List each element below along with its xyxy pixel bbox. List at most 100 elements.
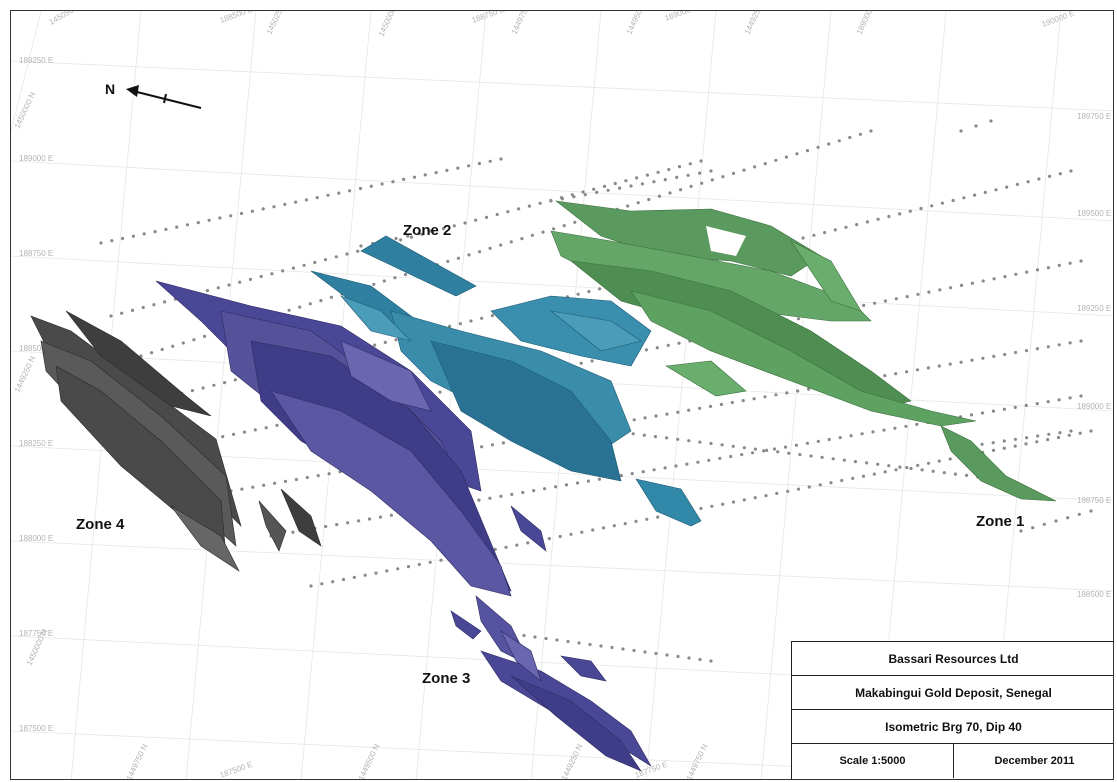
drillhole-dot (313, 260, 317, 265)
drillhole-dot (1057, 343, 1061, 347)
drillhole-dot (372, 282, 376, 286)
drillhole-dot (677, 165, 682, 169)
drillhole-dot (699, 159, 703, 163)
drillhole-dot (801, 236, 805, 240)
drillhole-dot (598, 287, 602, 291)
drillhole-dot (665, 436, 669, 440)
drillhole-dot (283, 202, 287, 206)
drillhole-dot (1058, 431, 1062, 435)
drillhole-dot (142, 232, 146, 236)
drillhole-dot (1025, 270, 1029, 274)
drillhole-dot (927, 290, 931, 294)
drillhole-dot (991, 409, 996, 413)
drillhole-dot (951, 198, 955, 203)
drillhole-dot (477, 161, 481, 166)
drillhole-dot (741, 399, 745, 403)
drillhole-dot (883, 299, 888, 303)
drillhole-dot (844, 225, 848, 229)
drillhole-dot (406, 565, 411, 569)
drillhole-dot (238, 280, 242, 284)
drillhole-dot (1003, 275, 1007, 279)
drillhole-dot (510, 492, 514, 496)
drillhole-dot (474, 218, 478, 222)
drillhole-dot (698, 171, 702, 175)
drillhole-dot (320, 582, 324, 586)
drillhole-dot (326, 193, 330, 197)
drillhole-dot (753, 447, 758, 451)
drillhole-dot (731, 500, 736, 504)
drillhole-dot (1026, 180, 1030, 184)
drillhole-dot (305, 475, 309, 480)
drillhole-dot (865, 220, 870, 224)
drillhole-dot (564, 483, 569, 487)
drillhole-dot (1046, 345, 1050, 349)
grid-label: 188500 E (1077, 590, 1111, 599)
drillhole-dot (938, 288, 942, 292)
drillhole-dot (499, 157, 503, 161)
drillhole-dot (675, 175, 679, 179)
drillhole-dot (1014, 272, 1018, 276)
grid-label: 1450500 N (48, 11, 87, 27)
drillhole-dot (380, 182, 384, 186)
grid-label: 189000 E (19, 154, 53, 163)
drillhole-dot (898, 465, 902, 469)
drillhole-dot (709, 441, 713, 446)
drillhole-dot (700, 181, 704, 185)
drillhole-dot (374, 571, 378, 575)
drillhole-dot (283, 479, 288, 483)
drillhole-dot (181, 341, 185, 345)
drillhole-dot (308, 302, 312, 306)
drillhole-dot (291, 266, 295, 270)
drillhole-dot (784, 155, 789, 159)
drillhole-dot (657, 194, 662, 198)
drillhole-dot (253, 428, 257, 432)
drillhole-dot (533, 635, 537, 639)
scale-date-row: Scale 1:5000 December 2011 (792, 744, 1113, 778)
drillhole-dot (816, 439, 820, 443)
drillhole-dot (391, 180, 395, 184)
drillhole-dot (710, 178, 714, 182)
drillhole-dot (753, 165, 757, 169)
drillhole-dot (579, 361, 583, 365)
drillhole-dot (612, 524, 616, 528)
drillhole-dot (636, 201, 640, 205)
grid-label: 1449250 N (560, 742, 585, 780)
drillhole-dot (686, 173, 690, 177)
drillhole-dot (499, 494, 503, 498)
grid-label: 189250 E (1077, 304, 1111, 313)
drillhole-dot (520, 237, 524, 241)
drillhole-dot (294, 477, 298, 482)
drillhole-dot (1047, 432, 1051, 436)
drillhole-dot (631, 432, 635, 436)
drillhole-dot (417, 231, 421, 236)
drillhole-dot (626, 204, 630, 208)
drillhole-dot (575, 481, 580, 485)
drillhole-dot (632, 648, 636, 653)
drillhole-dot (378, 515, 383, 519)
drillhole-dot (1057, 263, 1061, 267)
drillhole-dot (221, 435, 225, 439)
drillhole-dot (858, 132, 863, 136)
drillhole-dot (335, 523, 339, 527)
grid-label: 1450000 N (377, 11, 402, 38)
drillhole-dot (698, 657, 702, 662)
drillhole-dot (262, 483, 266, 487)
zone-3-ore-bodies (155, 280, 652, 772)
drillhole-dot (676, 410, 680, 414)
zone-4-ore-bodies (30, 310, 322, 572)
drillhole-dot (480, 445, 484, 449)
drillhole-dot (532, 489, 536, 493)
drillhole-dot (504, 545, 508, 549)
drillhole-dot (573, 220, 577, 224)
drillhole-dot (352, 575, 356, 580)
zone-1-ore-bodies (550, 200, 1057, 502)
drillhole-dot (506, 210, 510, 214)
drillhole-dot (242, 430, 247, 434)
drillhole-dot (805, 441, 810, 445)
drillhole-dot (583, 193, 587, 197)
drillhole-dot (710, 504, 714, 508)
drillhole-dot (239, 211, 244, 216)
drillhole-dot (645, 517, 649, 521)
drillhole-dot (369, 184, 373, 188)
drillhole-dot (827, 142, 831, 146)
